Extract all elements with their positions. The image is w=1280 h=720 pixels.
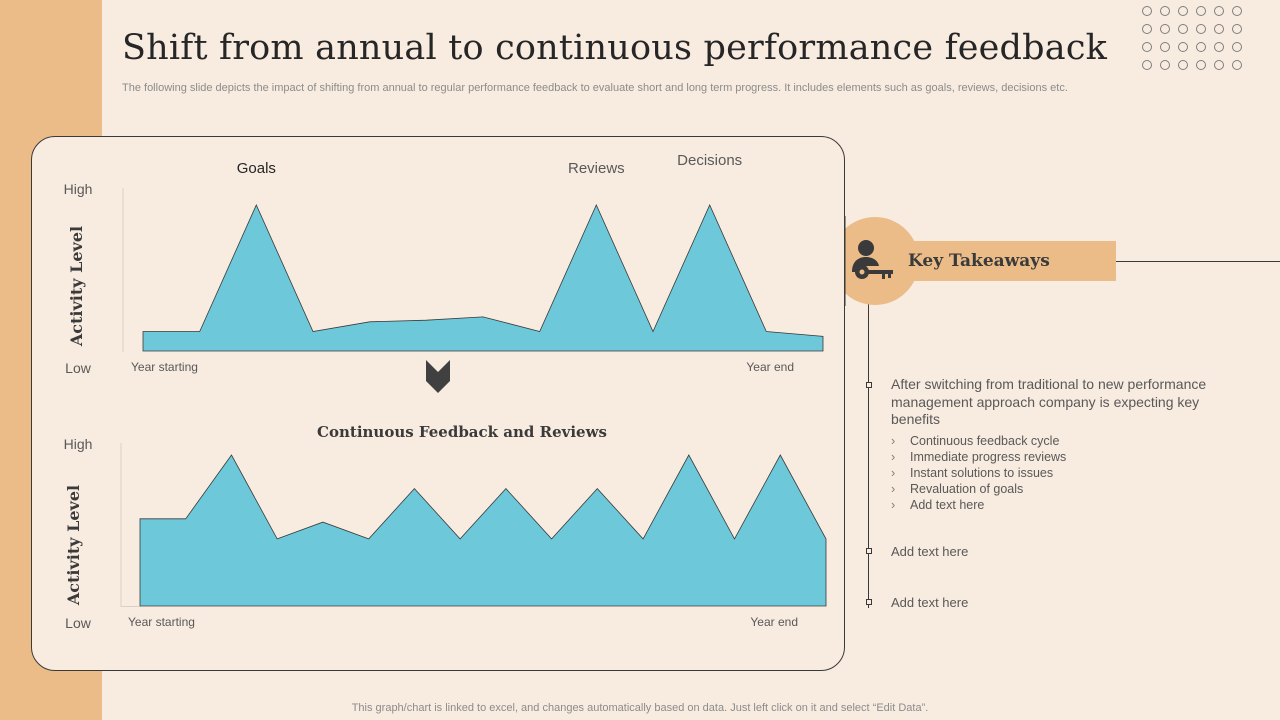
chevron-right-icon: › [891,498,896,512]
x-tick-start: Year starting [128,615,195,629]
timeline-marker [866,599,872,605]
person-key-icon [852,240,894,279]
chevron-right-icon: › [891,434,896,448]
list-item: › Immediate progress reviews [891,450,1067,464]
key-takeaways-badge [845,216,935,306]
chevron-down-icon [426,360,450,393]
takeaway-bullet-list: › Continuous feedback cycle › Immediate pr… [891,433,1066,513]
chevron-right-icon: › [891,482,896,496]
takeaway-intro: After switching from traditional to new … [891,376,1207,427]
chart-continuous[interactable]: Continuous Feedback and Reviews High Low… [64,423,827,631]
footer-note: This graph/chart is linked to excel, and… [351,702,929,714]
x-tick-start: Year starting [131,360,198,374]
dot-grid-icon [1142,6,1242,70]
x-tick-end: Year end [746,360,794,374]
area-series-continuous [139,454,827,607]
chevron-right-icon: › [891,466,896,480]
page-title: Shift from annual to continuous performa… [122,28,1108,68]
takeaway-item: Add text here [891,595,969,610]
annotation-reviews: Reviews [568,160,625,177]
area-series-annual [142,204,824,352]
chart-title: Continuous Feedback and Reviews [317,423,607,441]
list-item: › Revaluation of goals [891,482,1024,496]
list-item: › Continuous feedback cycle [891,434,1060,448]
list-item: › Add text here [891,498,985,512]
y-tick-low: Low [65,360,92,376]
takeaway-item: Add text here [891,544,969,559]
key-takeaways-header: Key Takeaways [893,241,1116,281]
x-tick-end: Year end [750,615,798,629]
annotation-goals: Goals [237,160,276,177]
chevron-right-icon: › [891,450,896,464]
timeline-line [868,300,869,608]
y-tick-high: High [64,436,93,452]
key-takeaways-label: Key Takeaways [908,251,1050,271]
chart-annual[interactable]: High Low Activity Level Year starting Ye… [64,152,824,376]
y-axis-label: Activity Level [67,226,86,347]
page-subtitle: The following slide depicts the impact o… [122,82,1068,94]
y-tick-high: High [64,181,93,197]
annotation-decisions: Decisions [677,152,742,169]
connector-line [1116,261,1280,262]
timeline-marker [866,382,872,388]
timeline-marker [866,548,872,554]
list-item: › Instant solutions to issues [891,466,1054,480]
y-tick-low: Low [65,615,92,631]
y-axis-label: Activity Level [64,485,83,606]
